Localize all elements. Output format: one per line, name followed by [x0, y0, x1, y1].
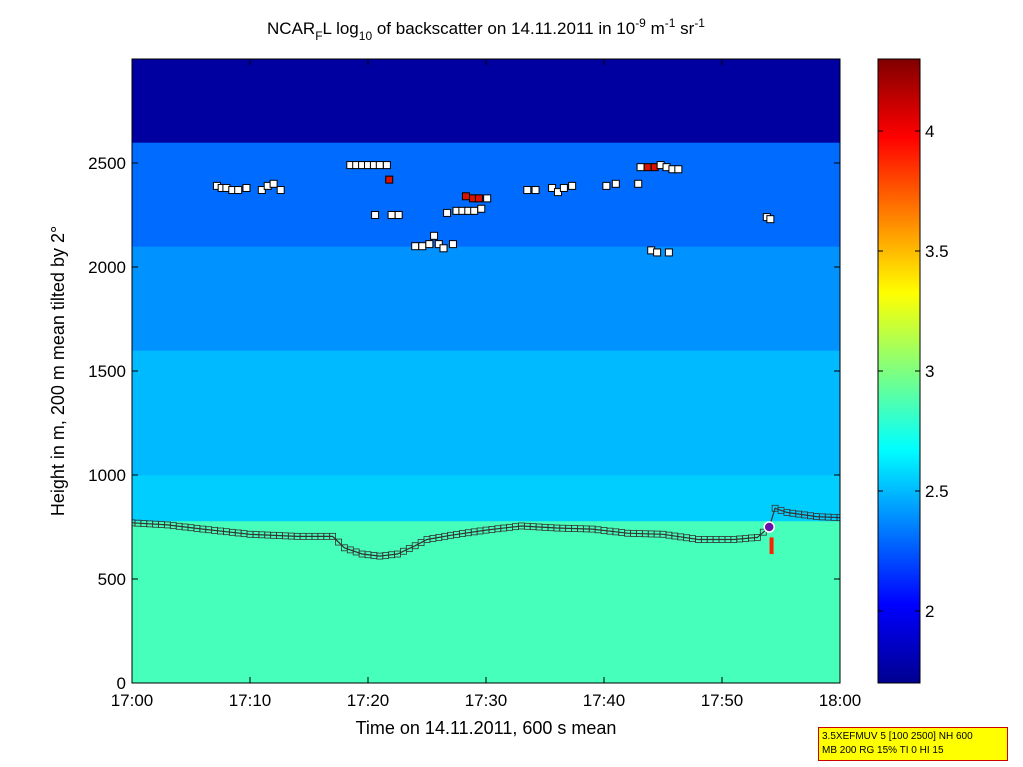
- cloud-point: [664, 248, 673, 257]
- mixing-layer-marker: [754, 534, 761, 541]
- colorbar-ticks: 2 2.5 3 3.5 4: [878, 122, 949, 621]
- colorbar-tick-label: 2: [925, 602, 934, 621]
- cloud-point: [548, 183, 557, 192]
- cloud-point: [643, 163, 652, 172]
- cloud-point: [523, 186, 532, 195]
- cloud-point: [242, 183, 251, 192]
- cloud-point: [611, 179, 620, 188]
- cloud-point: [425, 240, 434, 249]
- cloud-point: [443, 208, 452, 217]
- x-tick-label: 17:10: [229, 691, 272, 710]
- mixing-layer-series: [132, 504, 840, 560]
- cloud-point: [385, 175, 394, 184]
- cloud-point: [461, 192, 470, 201]
- colorbar-tick-label: 3: [925, 362, 934, 381]
- cloud-point: [448, 240, 457, 249]
- colorbar-tick-label: 3.5: [925, 242, 949, 261]
- cloud-point: [269, 179, 278, 188]
- x-tick-label: 18:00: [819, 691, 862, 710]
- cloud-point: [559, 183, 568, 192]
- x-axis: 17:00 17:10 17:20 17:30 17:40 17:50 18:00: [111, 59, 862, 710]
- field-layer-3: [132, 246, 840, 351]
- x-axis-label: Time on 14.11.2011, 600 s mean: [356, 718, 617, 738]
- y-tick-label: 1500: [88, 362, 126, 381]
- x-tick-label: 17:30: [465, 691, 508, 710]
- settings-info-box: 3.5XEFMUV 5 [100 2500] NH 600 MB 200 RG …: [818, 727, 1008, 761]
- colorbar-tick-label: 4: [925, 122, 934, 141]
- y-tick-label: 500: [98, 570, 126, 589]
- mixing-layer-marker: [335, 538, 342, 546]
- cloud-point: [474, 194, 483, 203]
- backscatter-field: [132, 59, 840, 683]
- cloud-point: [234, 186, 243, 195]
- cloud-point: [477, 204, 486, 213]
- mixing-layer-marker: [836, 514, 840, 522]
- cloud-point: [531, 186, 540, 195]
- cloud-point: [276, 186, 285, 195]
- y-axis-label: Height in m, 200 m mean tilted by 2°: [48, 226, 68, 516]
- colorbar: 2 2.5 3 3.5 4: [877, 58, 949, 684]
- cloud-point: [470, 206, 479, 215]
- chart-title: NCARFL log10 of backscatter on 14.11.201…: [267, 16, 705, 43]
- cloud-base-series: [212, 161, 775, 257]
- cloud-point: [439, 244, 448, 253]
- cloud-point: [430, 231, 439, 240]
- settings-line-2: MB 200 RG 15% TI 0 HI 15: [822, 745, 944, 756]
- field-layer-2: [132, 350, 840, 476]
- cloud-point: [483, 194, 492, 203]
- cloud-point: [766, 215, 775, 224]
- x-tick-label: 17:50: [701, 691, 744, 710]
- cloud-point: [257, 186, 266, 195]
- cloud-point: [387, 211, 396, 219]
- colorbar-tick-label: 2.5: [925, 482, 949, 501]
- y-tick-label: 2500: [88, 154, 126, 173]
- cloud-point: [602, 181, 611, 190]
- cloud-point: [394, 211, 403, 219]
- special-marker: [763, 521, 775, 533]
- settings-line-1: 3.5XEFMUV 5 [100 2500] NH 600: [822, 731, 973, 742]
- field-layer-5: [132, 59, 840, 143]
- cloud-point: [411, 242, 420, 251]
- y-tick-label: 1000: [88, 466, 126, 485]
- colorbar-gradient: [877, 58, 921, 684]
- plot-area: [132, 59, 840, 683]
- y-tick-label: 2000: [88, 258, 126, 277]
- x-tick-label: 17:40: [583, 691, 626, 710]
- cloud-point: [375, 161, 384, 170]
- cloud-point: [568, 181, 577, 190]
- field-layer-0: [132, 520, 840, 683]
- cloud-point: [674, 165, 683, 174]
- y-tick-label: 0: [117, 674, 126, 693]
- mixing-layer-marker: [759, 528, 767, 536]
- y-axis: 0 500 1000 1500 2000 2500: [88, 154, 840, 693]
- field-layer-1: [132, 475, 840, 522]
- x-tick-label: 17:00: [111, 691, 154, 710]
- cloud-point: [634, 179, 643, 188]
- cloud-point: [553, 188, 562, 197]
- cloud-point: [418, 242, 427, 251]
- cloud-point: [371, 211, 380, 219]
- cloud-point: [653, 248, 662, 257]
- cloud-point: [434, 240, 443, 249]
- cloud-point: [636, 163, 645, 172]
- cloud-point: [382, 161, 391, 170]
- x-tick-label: 17:20: [347, 691, 390, 710]
- high-backscatter-streak: [769, 537, 774, 555]
- mixing-layer-marker: [329, 532, 337, 540]
